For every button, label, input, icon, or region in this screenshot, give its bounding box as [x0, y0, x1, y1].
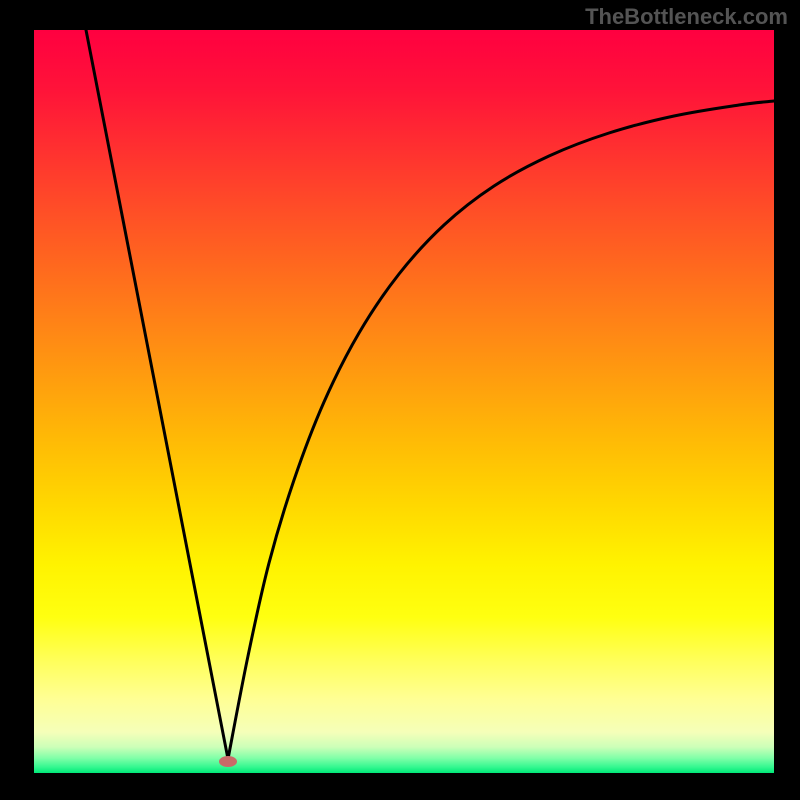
- chart-container: TheBottleneck.com: [0, 0, 800, 800]
- curve-line: [86, 30, 774, 759]
- curve-overlay: [34, 30, 774, 773]
- minimum-marker: [219, 756, 237, 767]
- watermark-text: TheBottleneck.com: [585, 4, 788, 30]
- plot-area: [34, 30, 774, 773]
